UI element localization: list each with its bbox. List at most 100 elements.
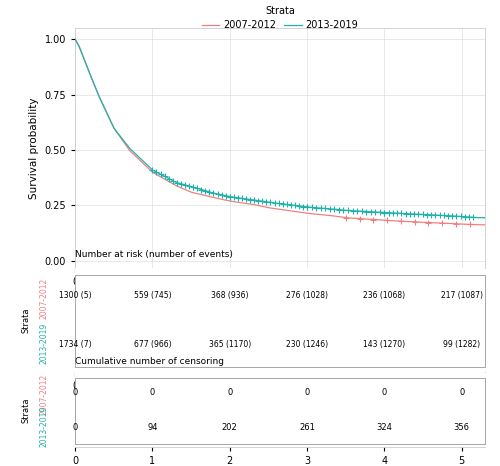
Point [372,208,380,216]
Point [440,212,448,219]
Point [436,212,444,219]
Text: 276 (1028): 276 (1028) [286,291,328,301]
Point [340,206,347,214]
Line: 2007-2012: 2007-2012 [75,39,485,225]
Point [444,212,452,219]
Point [398,210,406,217]
2013-2019 [119,136,125,141]
2013-2019 [143,161,149,167]
Point [461,213,469,220]
Text: 368 (936): 368 (936) [211,291,248,301]
Point [164,175,172,182]
Text: 1300 (5): 1300 (5) [58,291,92,301]
2007-2012 [119,137,125,142]
Point [156,171,164,178]
Point [218,191,226,199]
Text: 0: 0 [304,388,310,397]
2013-2019 [72,36,78,42]
Point [299,203,307,210]
2007-2012 [474,222,480,227]
Point [242,195,250,203]
Text: 202: 202 [222,423,238,432]
Point [362,208,370,215]
Point [258,198,266,205]
2007-2012 [229,199,235,204]
Point [152,168,160,176]
2013-2019 [430,212,436,218]
2007-2012 [474,222,480,227]
Text: 0: 0 [72,423,78,432]
Point [181,181,189,189]
Point [410,218,418,226]
Text: 94: 94 [147,423,158,432]
Point [295,202,303,210]
Text: 324: 324 [376,423,392,432]
Point [316,205,324,212]
Point [230,193,238,201]
Point [238,195,246,202]
Text: Cumulative number of censoring: Cumulative number of censoring [75,357,224,366]
Text: 99 (1282): 99 (1282) [443,340,480,349]
Point [173,179,181,186]
Point [465,213,473,221]
Text: 1734 (7): 1734 (7) [58,340,92,349]
2007-2012 [247,201,253,207]
Point [202,187,209,194]
Point [322,205,330,212]
Point [397,218,405,225]
Point [206,188,214,196]
Point [344,207,352,214]
Point [148,166,156,174]
Text: 2013-2019: 2013-2019 [40,322,49,364]
Point [193,185,201,192]
Point [222,192,230,199]
2013-2019 [229,194,235,200]
Text: 677 (966): 677 (966) [134,340,171,349]
Point [177,180,185,187]
Point [380,209,388,216]
Text: 2007-2012: 2007-2012 [40,277,49,319]
2013-2019 [474,215,480,220]
Text: 217 (1087): 217 (1087) [441,291,483,301]
Point [353,207,361,215]
Point [185,182,193,190]
Point [424,219,432,226]
Point [168,177,176,185]
Point [262,198,270,206]
Point [291,202,299,209]
Text: 365 (1170): 365 (1170) [208,340,251,349]
Point [438,219,446,227]
Text: 230 (1246): 230 (1246) [286,340,328,349]
Point [383,217,391,224]
Point [210,189,218,197]
Legend: 2007-2012, 2013-2019: 2007-2012, 2013-2019 [198,2,362,34]
Y-axis label: Survival probability: Survival probability [29,97,39,199]
Point [312,204,320,212]
Point [254,197,262,205]
Point [214,190,222,198]
Point [287,201,295,209]
Point [226,193,234,200]
Point [452,212,460,220]
Point [370,216,378,223]
Text: 0: 0 [227,388,232,397]
Point [423,211,431,218]
2007-2012 [482,222,488,227]
Text: 2013-2019: 2013-2019 [40,406,49,447]
Point [427,211,435,219]
Point [226,193,234,200]
Point [197,186,205,193]
Point [348,207,356,214]
Text: Strata: Strata [22,397,30,423]
Bar [75,275,485,367]
Point [335,206,343,213]
2007-2012 [72,36,78,42]
Point [452,220,460,227]
Point [250,196,258,204]
Point [470,214,478,221]
Point [330,206,338,213]
Text: 143 (1270): 143 (1270) [364,340,406,349]
Point [234,194,242,201]
Point [384,209,392,217]
2013-2019 [482,215,488,220]
